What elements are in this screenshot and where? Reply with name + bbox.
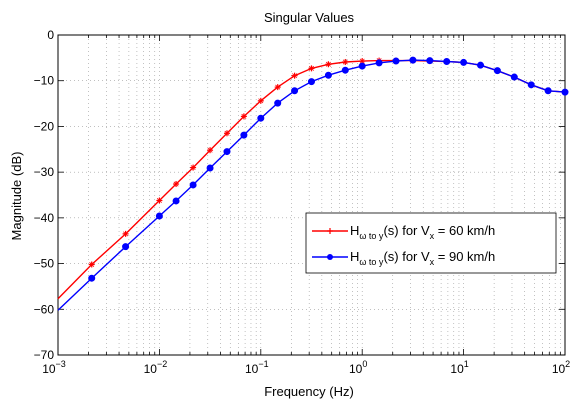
x-tick-label: 10−2 — [144, 359, 168, 376]
tick-labels: 10−3 10−2 10−1 100 101 102 0 −10 −20 −30 −40 −50 −60… — [34, 28, 571, 376]
marker-d2 — [207, 147, 213, 153]
data-point — [88, 274, 96, 282]
y-tick-label: −50 — [34, 257, 55, 271]
x-tick-label: 102 — [552, 359, 570, 376]
marker-d2 — [173, 181, 179, 187]
data-point — [156, 197, 163, 204]
data-point — [274, 99, 282, 107]
data-point — [443, 58, 451, 66]
y-tick-label: 0 — [47, 28, 54, 42]
data-point — [206, 164, 214, 172]
data-point — [409, 56, 417, 64]
y-axis-label: Magnitude (dB) — [9, 152, 24, 241]
data-point — [325, 61, 332, 68]
data-point — [122, 243, 130, 251]
plot-frame — [57, 34, 566, 356]
legend-label: Hω to y(s) for Vx = 90 km/h — [350, 249, 495, 267]
axes — [57, 34, 566, 356]
x-tick-label: 10−3 — [42, 359, 66, 376]
data-point — [257, 114, 265, 122]
data-point — [375, 59, 383, 67]
y-tick-label: −60 — [34, 302, 55, 316]
x-tick-label: 101 — [450, 359, 468, 376]
plot-area — [58, 35, 565, 355]
data-point — [257, 97, 264, 104]
legend-entry-1: Hω to y(s) for Vx = 60 km/h — [312, 223, 495, 241]
data-point — [527, 81, 535, 89]
data-point — [223, 148, 231, 156]
data-point — [392, 57, 400, 65]
marker-d2 — [309, 65, 314, 71]
data-point — [173, 181, 180, 188]
data-point — [189, 181, 197, 189]
y-tick-label: −40 — [34, 211, 55, 225]
legend-label: Hω to y(s) for Vx = 60 km/h — [350, 223, 495, 241]
data-point — [510, 73, 518, 81]
data-point — [190, 164, 197, 171]
marker-d2 — [359, 58, 365, 64]
marker-d2 — [241, 113, 247, 119]
marker-d2 — [258, 98, 264, 104]
legend: Hω to y(s) for Vx = 60 km/h Hω to y(s) fo… — [305, 212, 557, 274]
y-tick-label: −20 — [34, 119, 55, 133]
y-tick-label: −70 — [34, 348, 55, 362]
data-point — [172, 197, 180, 205]
x-axis-label: Frequency (Hz) — [264, 384, 354, 399]
data-point — [240, 131, 248, 139]
data-point — [207, 147, 214, 154]
data-point — [155, 212, 163, 220]
y-tick-label: −10 — [34, 74, 55, 88]
x-tick-label: 10−1 — [245, 359, 269, 376]
data-point — [544, 87, 552, 95]
series-line — [57, 59, 566, 311]
marker-d2 — [89, 262, 95, 267]
x-tick-label: 100 — [349, 359, 367, 376]
data-point — [426, 57, 434, 65]
data-point — [477, 61, 485, 69]
data-point — [493, 67, 501, 75]
data-point — [291, 87, 299, 95]
marker-d2 — [275, 84, 281, 90]
data-point — [460, 58, 468, 66]
series-group — [57, 56, 569, 311]
grid — [58, 35, 565, 355]
marker-d2 — [342, 59, 348, 65]
data-point — [359, 58, 366, 65]
data-point — [308, 65, 315, 72]
marker-d2 — [123, 231, 129, 237]
legend-marker-dot — [327, 254, 333, 260]
marker-d2 — [325, 61, 331, 67]
legend-box — [305, 212, 557, 274]
marker-d2 — [292, 73, 298, 79]
data-point — [240, 113, 247, 120]
data-point — [291, 72, 298, 79]
y-tick-label: −30 — [34, 165, 55, 179]
data-point — [358, 62, 366, 70]
marker-d2 — [190, 165, 196, 171]
series-2 — [57, 56, 569, 311]
marker-d2 — [224, 130, 230, 136]
chart-title: Singular Values — [264, 10, 355, 25]
data-point — [223, 130, 230, 137]
data-point — [342, 58, 349, 65]
data-point — [341, 66, 349, 74]
data-point — [307, 78, 315, 86]
data-point — [88, 261, 95, 268]
legend-entry-2: Hω to y(s) for Vx = 90 km/h — [312, 249, 495, 267]
data-point — [122, 230, 129, 237]
data-point — [324, 71, 332, 79]
data-point — [274, 84, 281, 91]
marker-d2 — [156, 198, 162, 203]
data-point — [561, 88, 569, 96]
